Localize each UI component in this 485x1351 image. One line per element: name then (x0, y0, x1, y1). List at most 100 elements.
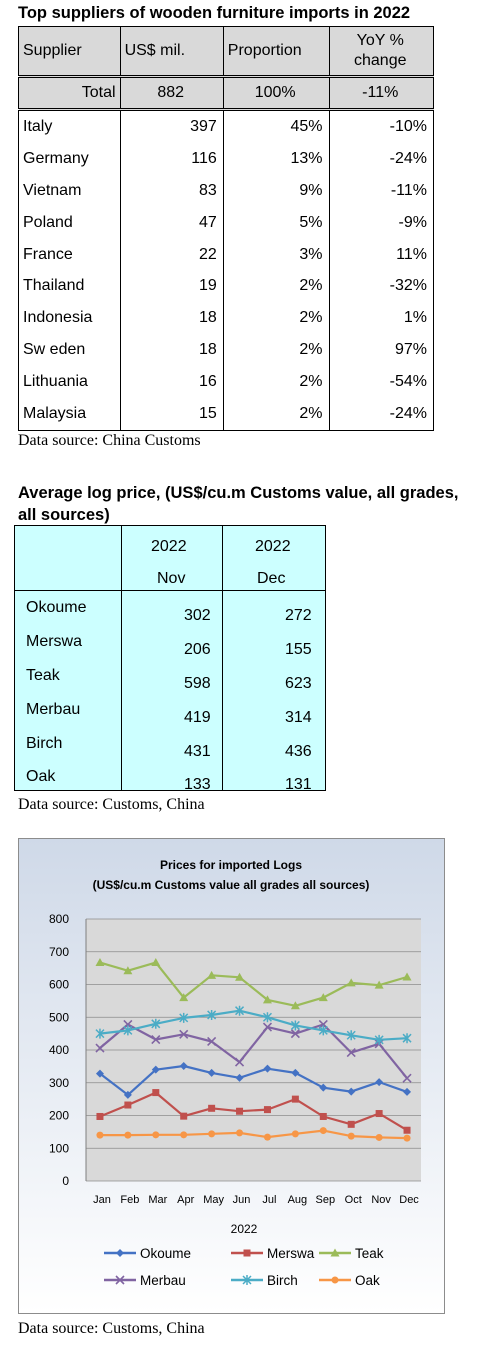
table-row: Indonesia 18 2% 1% (18, 302, 434, 335)
data-point-oak (403, 1134, 411, 1142)
series-line-merswa (99, 1091, 408, 1132)
data-point-merswa (96, 1112, 104, 1120)
data-point-okoume (123, 1090, 132, 1099)
row-proportion: 2% (222, 334, 330, 367)
data-point-teak (402, 972, 412, 981)
nov-value: 206 (184, 641, 211, 658)
data-point-okoume (95, 1069, 104, 1078)
y-tick-label: 800 (49, 912, 69, 926)
row-yoy: 11% (328, 238, 434, 271)
total-proportion: 100% (222, 75, 330, 111)
row-supplier: Poland (18, 206, 121, 239)
data-point-merbau (234, 1057, 245, 1067)
row-proportion: 13% (222, 142, 330, 175)
header-value: US$ mil. (119, 26, 224, 77)
data-point-merswa (208, 1104, 216, 1112)
row-proportion: 9% (222, 174, 330, 207)
x-tick-label: Feb (120, 1194, 139, 1206)
row-proportion: 2% (222, 398, 330, 431)
data-point-birch (95, 1028, 105, 1039)
legend-item-birch: Birch (231, 1273, 298, 1288)
data-point-merswa (152, 1089, 160, 1097)
nov-value: 419 (184, 709, 211, 726)
data-point-teak (95, 958, 105, 967)
series-merswa (96, 1089, 411, 1134)
suppliers-table-source: Data source: China Customs (18, 432, 201, 449)
table-row: Vietnam 83 9% -11% (18, 174, 434, 207)
row-yoy: -10% (328, 109, 434, 143)
col2-month: Dec (257, 570, 286, 587)
row-supplier: Lithuania (18, 366, 121, 399)
data-point-okoume (179, 1062, 188, 1071)
data-point-okoume (375, 1078, 384, 1087)
x-tick-label: Apr (177, 1194, 194, 1206)
log-price-chart-frame: Prices for imported Logs (US$/cu.m Custo… (18, 838, 445, 1314)
table-row: Poland 47 5% -9% (18, 206, 434, 239)
x-tick-label: Sep (316, 1194, 336, 1206)
data-point-okoume (207, 1068, 216, 1077)
data-point-okoume (263, 1064, 272, 1073)
legend-item-merbau: Merbau (104, 1273, 186, 1288)
log-price-chart: Prices for imported Logs (US$/cu.m Custo… (19, 839, 444, 1313)
legend-label: Merbau (140, 1273, 186, 1288)
table-row: Malaysia 15 2% -24% (18, 398, 434, 431)
legend-swatch-marker (115, 1275, 125, 1285)
row-supplier: Sw eden (18, 334, 121, 367)
table-row: Italy 397 45% -10% (18, 109, 434, 143)
row-value: 15 (119, 398, 224, 431)
data-point-merswa (263, 1106, 271, 1114)
table-row: France 22 3% 11% (18, 238, 434, 271)
total-row: Total 882 100% -11% (18, 75, 434, 111)
legend-label: Okoume (140, 1246, 191, 1261)
data-point-birch (346, 1030, 356, 1041)
log-price-table: 2022 Nov 2022 Dec Okoume 302 272 Merswa … (14, 525, 326, 793)
x-tick-label: Jun (233, 1194, 251, 1206)
col2-year: 2022 (255, 538, 291, 555)
dec-value: 272 (285, 607, 312, 624)
table-row: Sw eden 18 2% 97% (18, 334, 434, 367)
col1-month: Nov (157, 570, 186, 587)
data-point-merswa (291, 1095, 299, 1103)
row-proportion: 2% (222, 366, 330, 399)
table-row: Lithuania 16 2% -54% (18, 366, 434, 399)
data-point-okoume (235, 1073, 244, 1082)
legend-label: Birch (267, 1273, 298, 1288)
data-point-merswa (319, 1112, 327, 1120)
col1-year: 2022 (151, 538, 187, 555)
row-proportion: 3% (222, 238, 330, 271)
legend-item-okoume: Okoume (104, 1246, 191, 1261)
data-point-teak (374, 980, 384, 989)
row-supplier: Indonesia (18, 302, 121, 335)
dec-value: 436 (285, 743, 312, 760)
data-point-teak (346, 978, 356, 987)
log-price-table-title: Average log price, (US$/cu.m Customs val… (18, 484, 459, 524)
data-point-oak (180, 1131, 188, 1139)
header-supplier: Supplier (18, 26, 121, 77)
row-proportion: 45% (222, 109, 330, 143)
legend-swatch-marker (243, 1249, 251, 1257)
chart-title: Prices for imported Logs (160, 858, 302, 872)
header-divider (15, 590, 325, 591)
data-point-merbau (346, 1048, 356, 1058)
y-tick-label: 0 (62, 1174, 69, 1188)
table-row: Germany 116 13% -24% (18, 142, 434, 175)
total-value: 882 (119, 75, 224, 111)
data-point-oak (152, 1131, 160, 1139)
legend-item-merswa: Merswa (231, 1246, 315, 1261)
row-yoy: 1% (328, 302, 434, 335)
data-point-okoume (151, 1065, 160, 1074)
series-merbau (95, 1019, 412, 1083)
legend-swatch-marker (242, 1275, 252, 1285)
row-supplier: Vietnam (18, 174, 121, 207)
legend-label: Merswa (267, 1246, 315, 1261)
row-yoy: -9% (328, 206, 434, 239)
x-tick-label: Jul (262, 1194, 276, 1206)
total-label: Total (18, 75, 121, 111)
data-point-teak (262, 995, 272, 1004)
y-tick-label: 700 (49, 945, 69, 959)
dec-value: 314 (285, 709, 312, 726)
data-point-teak (207, 970, 217, 979)
data-point-teak (318, 993, 328, 1002)
series-line-birch (99, 1009, 408, 1041)
legend-label: Teak (355, 1246, 384, 1261)
